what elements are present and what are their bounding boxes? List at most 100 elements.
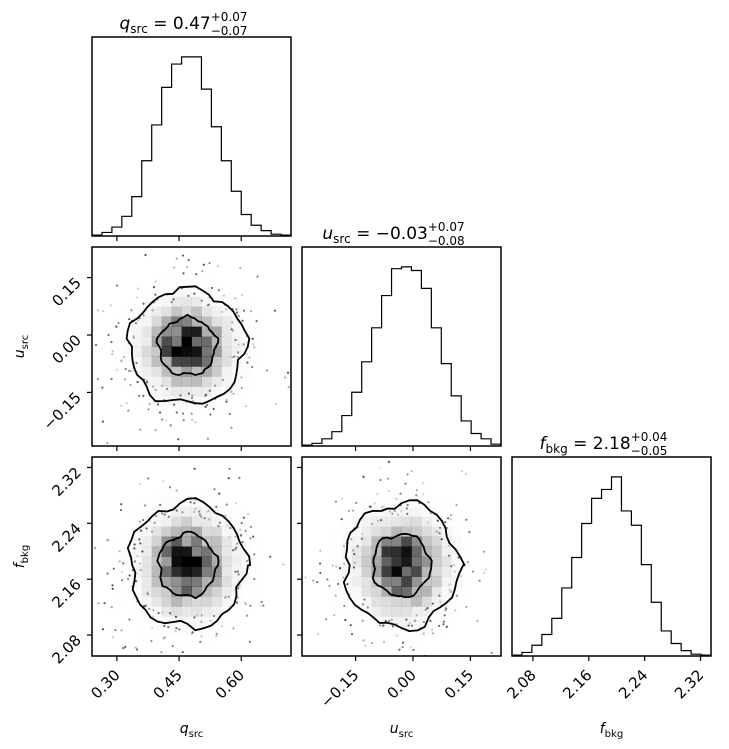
- density-cell: [142, 507, 152, 517]
- density-cell: [361, 526, 372, 537]
- scatter-point: [110, 606, 113, 609]
- scatter-point: [448, 583, 451, 586]
- density-cell: [332, 567, 342, 577]
- density-cell: [171, 566, 182, 577]
- scatter-point: [133, 547, 136, 550]
- density-cell: [182, 287, 192, 297]
- scatter-point: [224, 514, 227, 517]
- density-cell: [191, 546, 202, 557]
- scatter-point: [133, 543, 136, 546]
- scatter-point: [251, 337, 254, 340]
- scatter-point: [401, 641, 405, 644]
- density-cell: [151, 596, 162, 607]
- density-cell: [182, 277, 192, 287]
- scatter-point: [207, 509, 210, 512]
- scatter-point: [316, 580, 319, 584]
- scatter-point: [200, 635, 203, 638]
- scatter-point: [221, 310, 224, 314]
- scatter-point: [304, 576, 307, 579]
- scatter-point: [125, 402, 128, 405]
- scatter-point: [148, 403, 151, 406]
- density-cell: [431, 596, 442, 607]
- scatter-point: [187, 258, 190, 262]
- density-cell: [352, 507, 362, 517]
- scatter-point: [189, 501, 192, 504]
- scatter-point: [228, 412, 231, 415]
- y-tick-label: 2.08: [48, 631, 84, 667]
- scatter-point: [194, 420, 197, 424]
- density-cell: [221, 526, 232, 537]
- density-cell: [162, 616, 172, 626]
- x-tick-label: 0.15: [441, 666, 477, 702]
- density-cell: [131, 346, 143, 357]
- density-cell: [362, 497, 372, 507]
- scatter-point: [120, 359, 123, 362]
- scatter-point: [343, 604, 346, 607]
- scatter-point: [170, 301, 173, 304]
- density-cell: [371, 526, 382, 537]
- scatter-point: [404, 482, 407, 485]
- density-cell: [361, 556, 372, 567]
- density-cell: [132, 537, 142, 547]
- density-cell: [372, 626, 382, 636]
- scatter-point: [447, 545, 450, 548]
- scatter-point: [262, 604, 265, 607]
- scatter-point: [240, 293, 244, 297]
- density-cell: [461, 586, 471, 596]
- scatter-point: [230, 426, 233, 429]
- x-axis-labels: qsrc usrc fbkg: [180, 721, 624, 740]
- scatter-point: [363, 598, 366, 601]
- density-cell: [211, 287, 221, 297]
- density-panel-q-u: [87, 246, 292, 498]
- title-symbol: f: [540, 434, 549, 454]
- density-cell: [151, 376, 162, 387]
- scatter-point: [130, 496, 132, 498]
- scatter-point: [395, 634, 398, 637]
- scatter-point: [349, 624, 352, 627]
- density-cell: [361, 516, 372, 527]
- scatter-point: [435, 530, 438, 533]
- scatter-point: [101, 628, 105, 631]
- density-cell: [191, 556, 202, 567]
- density-cell: [142, 287, 152, 297]
- density-cell: [191, 326, 202, 337]
- scatter-point: [204, 405, 207, 408]
- x-tick-label: 2.16: [559, 666, 595, 702]
- scatter-point: [152, 286, 156, 289]
- math-subscript: src: [20, 335, 31, 350]
- density-cell: [201, 616, 211, 626]
- density-cell: [381, 536, 392, 547]
- scatter-point: [236, 351, 240, 354]
- density-cell: [201, 596, 212, 607]
- x-tick-label: 0.00: [383, 666, 419, 702]
- scatter-point: [200, 299, 203, 302]
- scatter-point: [147, 477, 150, 480]
- density-cell: [241, 366, 251, 376]
- scatter-point: [115, 284, 119, 287]
- scatter-point: [350, 632, 354, 636]
- density-cell: [381, 526, 392, 537]
- density-cell: [211, 326, 222, 337]
- scatter-point: [356, 545, 359, 548]
- density-cell: [182, 626, 192, 636]
- density-cell: [132, 547, 142, 557]
- scatter-point: [466, 560, 469, 564]
- scatter-point: [135, 648, 139, 651]
- density-cell: [211, 376, 222, 387]
- density-cell: [141, 336, 153, 347]
- density-cell: [191, 336, 202, 347]
- scatter-point: [228, 467, 231, 470]
- scatter-point: [342, 576, 345, 579]
- density-cell: [361, 576, 372, 587]
- density-cell: [191, 316, 202, 327]
- scatter-point: [112, 567, 115, 570]
- y-tick-label: 2.16: [48, 575, 84, 611]
- density-cell: [191, 366, 202, 377]
- scatter-point: [221, 378, 224, 382]
- scatter-point: [231, 356, 234, 359]
- scatter-point: [483, 572, 486, 575]
- y-tick-label: 0.15: [48, 274, 84, 310]
- density-cell: [181, 586, 192, 597]
- density-cell: [221, 566, 232, 577]
- density-cell: [241, 606, 251, 616]
